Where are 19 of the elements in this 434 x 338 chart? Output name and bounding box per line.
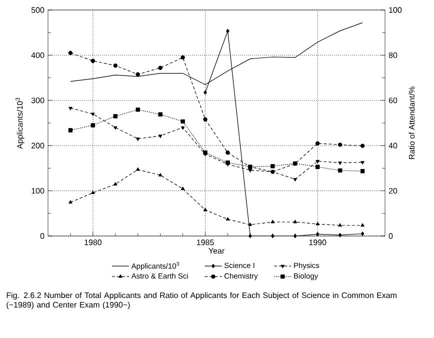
x-tick-label: 1980 (84, 240, 102, 246)
y2-tick-label: 80 (388, 52, 398, 58)
y2-tick-label: 40 (388, 142, 398, 148)
y-axis-title: Applicants/10$^{3}$ (16, 98, 24, 149)
x-tick-label: 1990 (309, 240, 326, 246)
y-tick-label: 100 (32, 188, 44, 194)
y2-tick-label: 60 (388, 98, 398, 104)
x-tick-label: 1985 (196, 240, 214, 246)
y2-tick-label: 0 (388, 233, 393, 239)
y-tick-label: 400 (31, 52, 44, 58)
y-tick-label: 200 (32, 142, 44, 148)
y-tick-label: 300 (31, 98, 44, 104)
y2-tick-label: 20 (388, 188, 398, 194)
caption: Fig. 2.6.2 Number of Total Applicants and Ratio of Applicants for Each Subject of Science in Common Exam (~1989) and Center Exam (1990~) (6, 292, 396, 310)
y-tick-label: 0 (40, 233, 44, 239)
y2-axis-title: Ratio of Attendant/% (408, 86, 415, 160)
y-tick-label: 500 (31, 7, 44, 13)
y2-tick-label: 100 (389, 7, 402, 13)
x-axis-title: Year (208, 248, 224, 254)
